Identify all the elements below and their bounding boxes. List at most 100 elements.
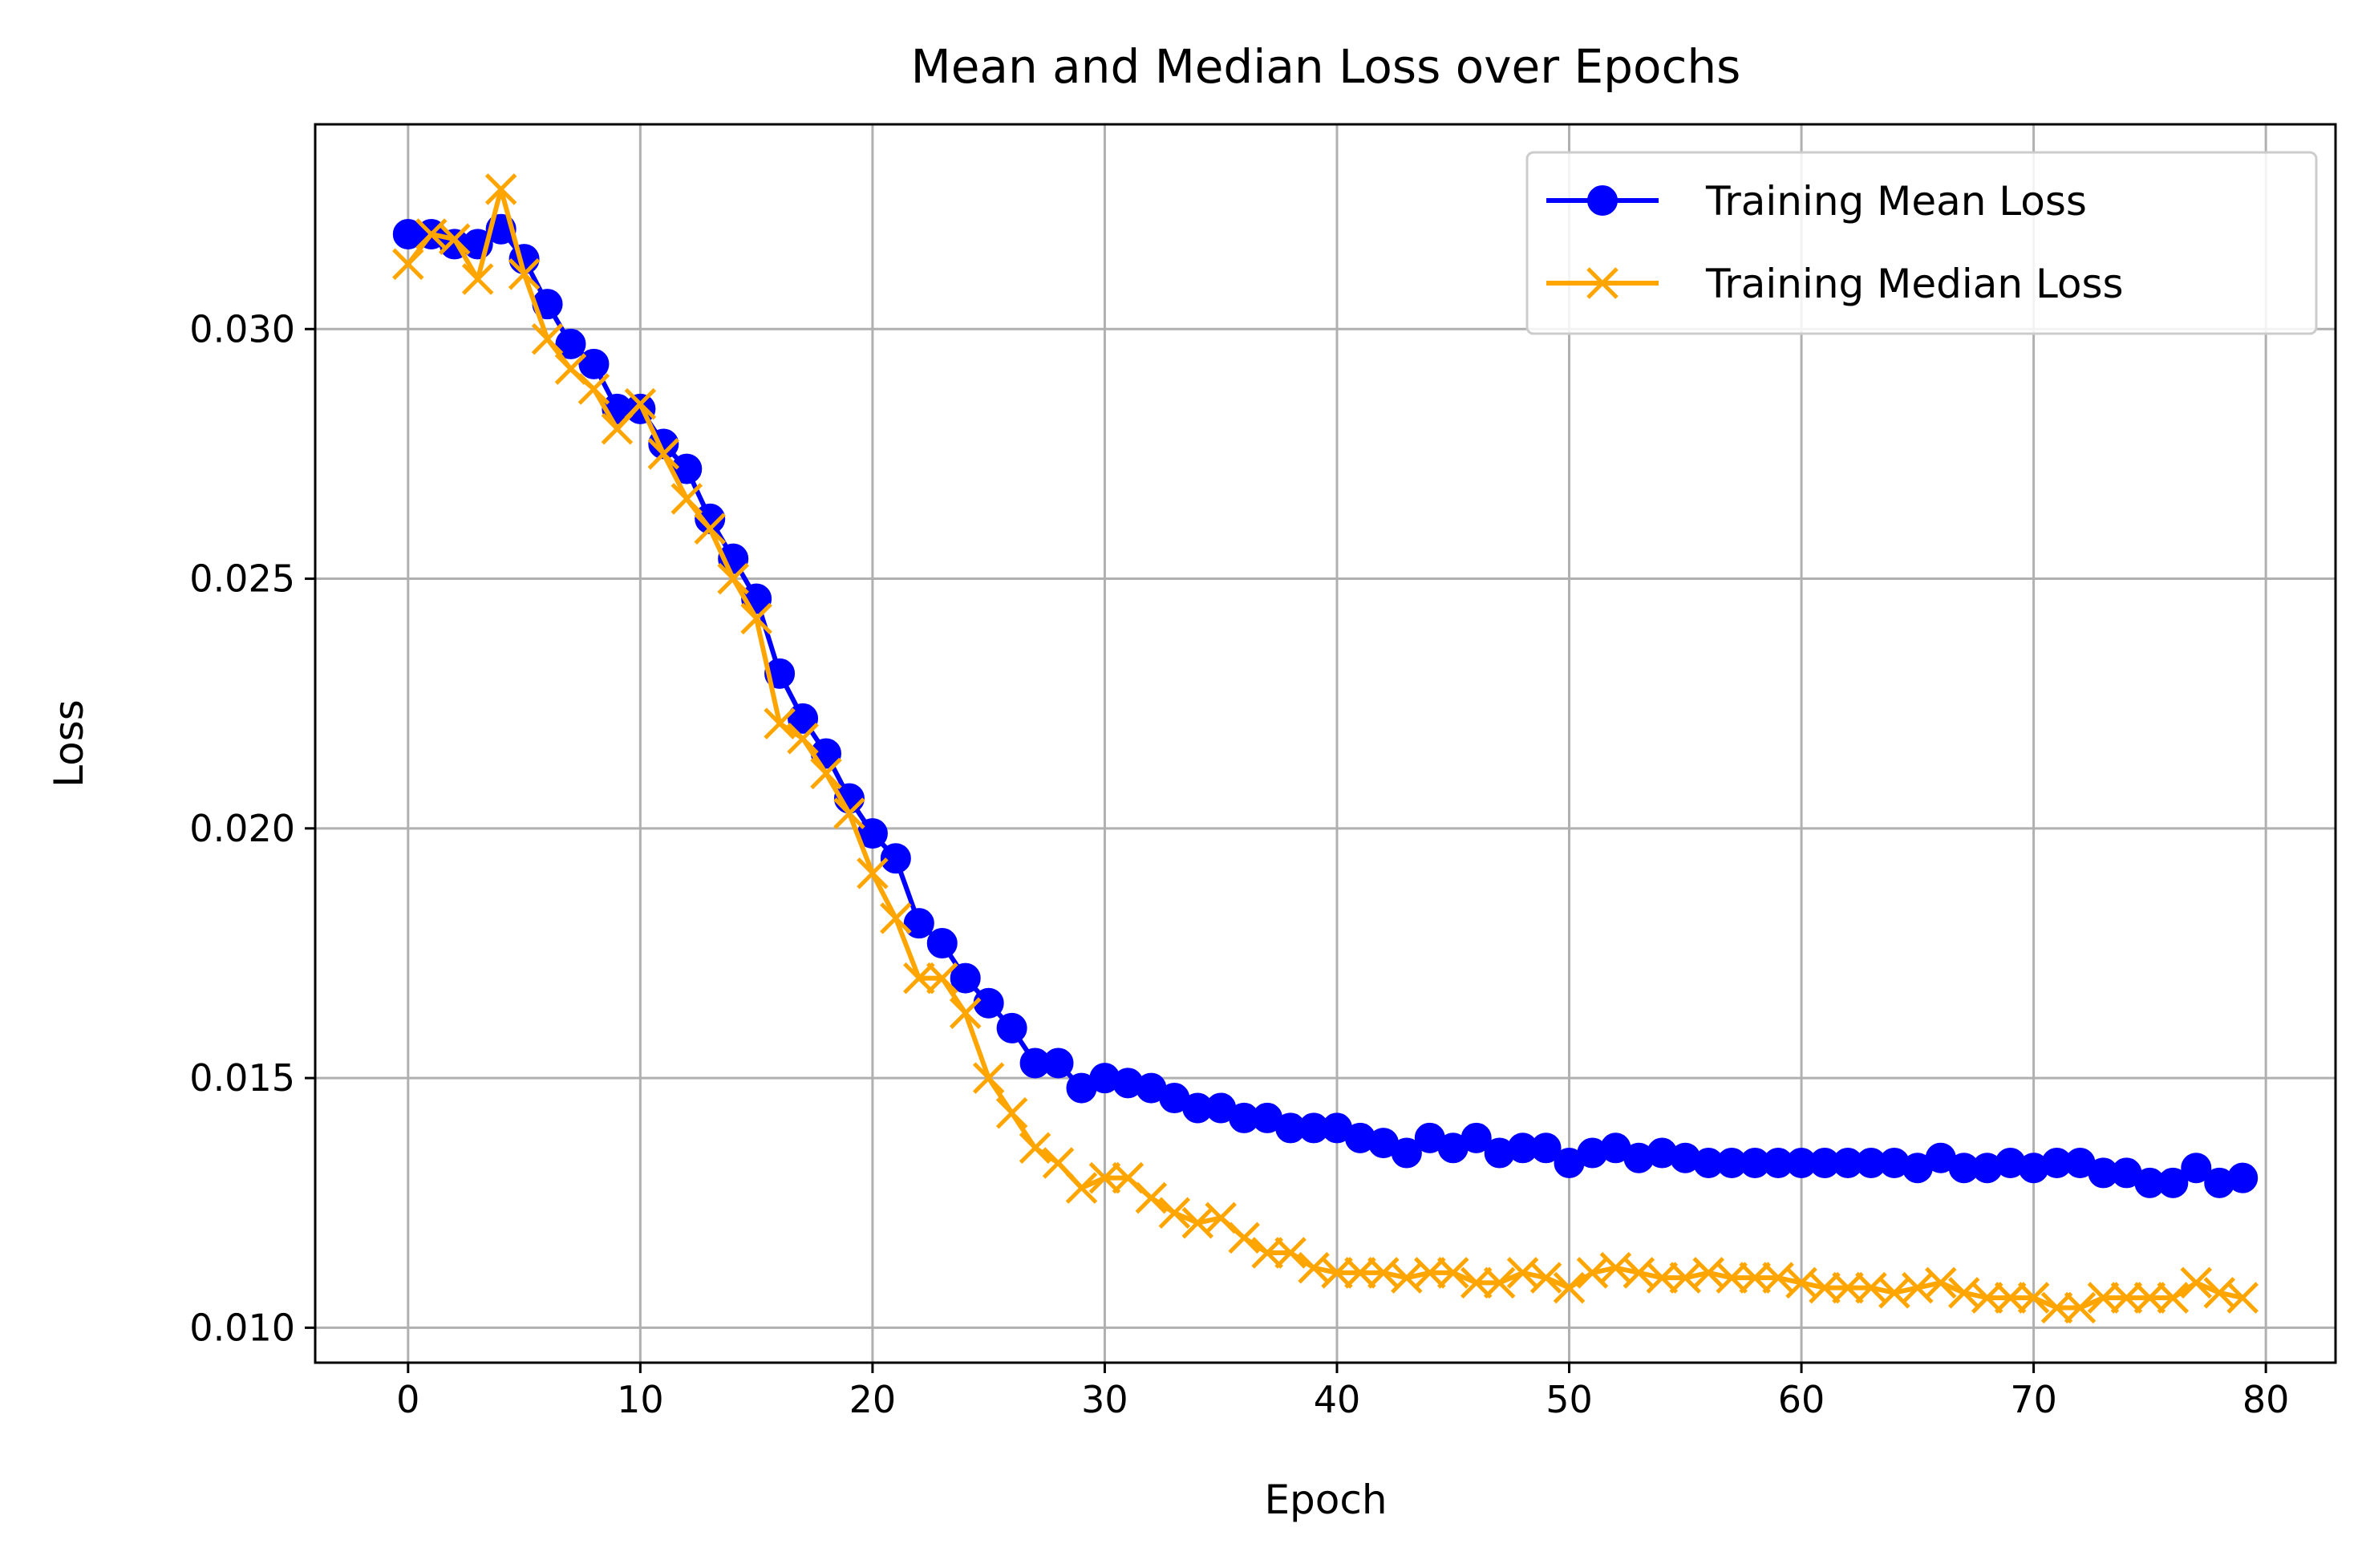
legend-mean-loss-marker [1587, 185, 1618, 216]
median-loss-point [1436, 1257, 1469, 1289]
legend-box [1525, 151, 2318, 335]
y-axis-label: Loss [46, 699, 92, 788]
median-loss-point [647, 438, 680, 470]
median-loss-point [2064, 1291, 2097, 1324]
mean-loss-point [1043, 1047, 1074, 1079]
x-tick-label: 20 [849, 1378, 897, 1421]
median-loss-point [2110, 1282, 2143, 1314]
median-loss-point [484, 173, 517, 205]
median-loss-point [717, 562, 749, 595]
median-loss-point [1994, 1282, 2027, 1314]
mean-loss-point [996, 1012, 1027, 1043]
mean-loss-point [555, 328, 586, 359]
median-loss-point [531, 322, 564, 355]
x-tick-label: 0 [396, 1378, 419, 1421]
mean-loss-point [1391, 1137, 1422, 1169]
median-loss-point [1135, 1181, 1168, 1214]
median-loss-point [601, 413, 634, 445]
median-loss-point [1739, 1262, 1771, 1294]
median-loss-point [2226, 1282, 2259, 1314]
median-loss-point [2180, 1266, 2213, 1299]
mean-loss-point [973, 987, 1004, 1019]
y-tick-label: 0.015 [189, 1056, 295, 1100]
median-loss-point [1088, 1161, 1121, 1194]
mean-loss-point [880, 843, 911, 874]
mean-loss-point [788, 703, 819, 734]
mean-loss-point [926, 928, 958, 959]
y-tick-label: 0.010 [189, 1306, 295, 1349]
median-loss-point [461, 263, 494, 295]
mean-loss-point [2181, 1153, 2212, 1184]
median-loss-point [1112, 1161, 1145, 1194]
median-loss-point [1344, 1257, 1376, 1289]
median-loss-point [1251, 1237, 1283, 1269]
median-loss-point [787, 723, 819, 755]
median-loss-point [671, 483, 703, 515]
y-tick-label: 0.020 [189, 807, 295, 850]
median-loss-point [2040, 1291, 2073, 1324]
median-loss-point [1553, 1271, 1586, 1304]
series-layer [392, 173, 2259, 1324]
median-loss-point [1274, 1237, 1307, 1269]
x-axis-label: Epoch [1264, 1477, 1387, 1523]
median-loss-point [1809, 1271, 1841, 1304]
median-loss-point [2133, 1282, 2166, 1314]
axis-ticks: 0 10 20 30 40 50 60 70 80 0.010 0.015 0.020 0.025 0.0… [189, 307, 2289, 1421]
x-tick-label: 10 [617, 1378, 664, 1421]
y-tick-label: 0.030 [189, 307, 295, 350]
median-loss-point [1971, 1282, 2003, 1314]
mean-loss-point [2157, 1167, 2189, 1198]
plot-area-frame [314, 123, 2337, 1364]
median-loss-point [1321, 1257, 1353, 1289]
median-loss-point [810, 757, 842, 790]
mean-loss-point [2227, 1162, 2259, 1193]
median-loss-point [1019, 1132, 1051, 1165]
median-loss-point [2017, 1282, 2050, 1314]
series-mean-loss [392, 213, 2259, 1198]
x-tick-label: 70 [2010, 1378, 2057, 1421]
legend: Training Mean Loss Training Median Loss [1525, 151, 2318, 335]
median-loss-point [577, 373, 610, 405]
median-loss-point [392, 248, 424, 281]
median-loss-point [1483, 1266, 1516, 1299]
median-loss-point [880, 902, 912, 934]
series-median-loss [392, 173, 2259, 1324]
median-loss-point [508, 258, 541, 290]
mean-loss-point [578, 348, 610, 379]
median-loss-point [1529, 1262, 1562, 1294]
x-tick-label: 80 [2242, 1378, 2290, 1421]
mean-loss-point [1461, 1122, 1492, 1153]
mean-loss-point [1530, 1132, 1562, 1164]
median-loss-point [1832, 1271, 1864, 1304]
x-tick-label: 60 [1778, 1378, 1825, 1421]
median-loss-point [833, 797, 865, 829]
median-loss-point [903, 962, 935, 995]
median-loss-point [949, 997, 982, 1029]
median-loss-point [1716, 1262, 1748, 1294]
median-loss-point [740, 602, 772, 635]
median-loss-point [2087, 1282, 2120, 1314]
median-loss-point [1925, 1266, 1957, 1299]
median-loss-point [438, 223, 471, 255]
median-loss-point [972, 1062, 1005, 1094]
median-loss-point [1228, 1222, 1260, 1254]
median-loss-point [764, 707, 796, 739]
chart-title: Mean and Median Loss over Epochs [911, 39, 1741, 94]
median-loss-line [405, 186, 2246, 1311]
x-tick-label: 40 [1314, 1378, 1361, 1421]
mean-loss-point [950, 962, 981, 994]
mean-loss-point [903, 908, 934, 939]
median-loss-point [2157, 1282, 2190, 1314]
y-tick-label: 0.025 [189, 557, 295, 601]
legend-median-loss-label: Training Median Loss [1705, 261, 2124, 307]
median-loss-point [554, 353, 587, 385]
x-tick-label: 30 [1081, 1378, 1128, 1421]
median-loss-point [926, 962, 958, 995]
median-loss-point [624, 387, 657, 420]
median-loss-point [1065, 1172, 1098, 1204]
median-loss-point [1414, 1257, 1446, 1289]
legend-median-loss-marker [1586, 267, 1619, 299]
median-loss-point [1460, 1266, 1493, 1299]
